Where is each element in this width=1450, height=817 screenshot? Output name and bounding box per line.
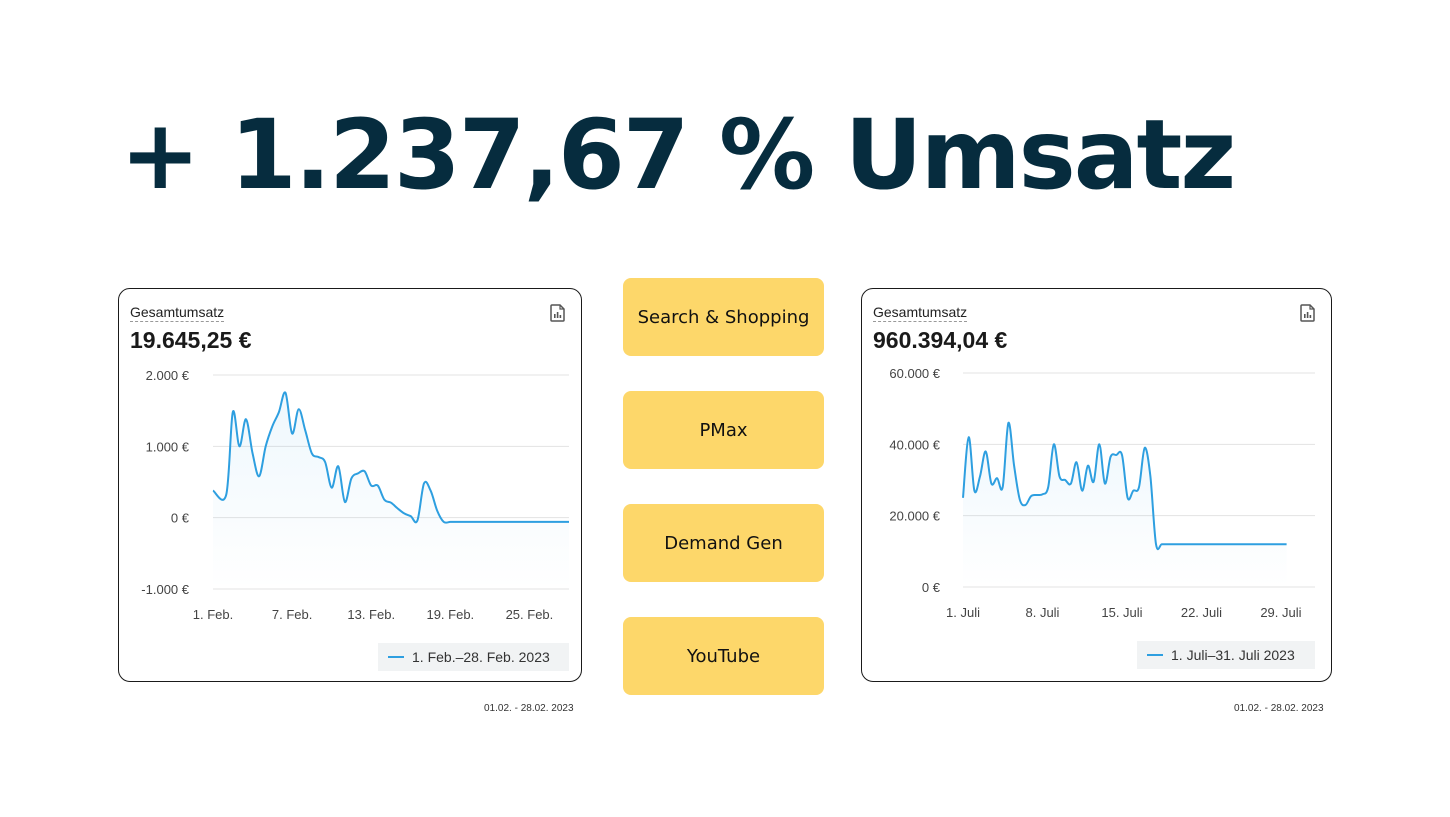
card-total-value: 960.394,04 €	[873, 327, 1008, 353]
x-tick-label: 22. Juli	[1181, 605, 1222, 620]
y-tick-label: 20.000 €	[889, 509, 940, 524]
card-title: Gesamtumsatz	[873, 304, 968, 322]
series-area	[963, 422, 1287, 587]
y-tick-label: 60.000 €	[889, 366, 940, 381]
chip-demand-gen[interactable]: Demand Gen	[623, 504, 824, 582]
card-total-value: 19.645,25 €	[130, 327, 252, 353]
legend-swatch	[1147, 654, 1163, 656]
chart-legend: 1. Feb.–28. Feb. 2023	[378, 643, 569, 671]
chip-youtube[interactable]: YouTube	[623, 617, 824, 695]
date-caption-right: 01.02. - 28.02. 2023	[1234, 703, 1324, 714]
report-icon[interactable]	[1300, 304, 1315, 322]
y-tick-label: 40.000 €	[889, 437, 940, 452]
x-tick-label: 13. Feb.	[347, 607, 395, 622]
report-icon[interactable]	[550, 304, 565, 322]
chip-pmax[interactable]: PMax	[623, 391, 824, 469]
x-tick-label: 29. Juli	[1260, 605, 1301, 620]
y-tick-label: -1.000 €	[141, 582, 189, 597]
x-tick-label: 7. Feb.	[272, 607, 312, 622]
line-chart-february: 2.000 € 1.000 € 0 € -1.000 € 1. Feb. 7. Feb. 1…	[141, 368, 569, 622]
x-tick-label: 1. Feb.	[193, 607, 233, 622]
series-area	[213, 392, 569, 589]
revenue-card-february: Gesamtumsatz 19.645,25 € 2.000 € 1.000 € 0…	[118, 288, 582, 682]
card-title: Gesamtumsatz	[130, 304, 225, 322]
y-tick-label: 1.000 €	[146, 439, 190, 454]
x-tick-label: 15. Juli	[1101, 605, 1142, 620]
y-tick-label: 2.000 €	[146, 368, 190, 383]
line-chart-july: 60.000 € 40.000 € 20.000 € 0 € 1. Juli 8. Jul…	[889, 366, 1315, 620]
series-line	[212, 391, 569, 524]
page-headline: + 1.237,67 % Umsatz	[120, 99, 1236, 211]
y-tick-label: 0 €	[171, 511, 190, 526]
legend-label: 1. Feb.–28. Feb. 2023	[412, 649, 550, 665]
legend-label: 1. Juli–31. Juli 2023	[1171, 647, 1295, 663]
series-line	[962, 421, 1287, 551]
x-tick-label: 8. Juli	[1025, 605, 1059, 620]
y-tick-label: 0 €	[922, 580, 941, 595]
x-tick-label: 1. Juli	[946, 605, 980, 620]
chart-legend: 1. Juli–31. Juli 2023	[1137, 641, 1315, 669]
date-caption-left: 01.02. - 28.02. 2023	[484, 703, 574, 714]
x-tick-label: 19. Feb.	[426, 607, 474, 622]
legend-swatch	[388, 656, 404, 658]
revenue-card-july: Gesamtumsatz 960.394,04 € 60.000 € 40.000…	[861, 288, 1332, 682]
x-tick-label: 25. Feb.	[506, 607, 554, 622]
chip-search-shopping[interactable]: Search & Shopping	[623, 278, 824, 356]
